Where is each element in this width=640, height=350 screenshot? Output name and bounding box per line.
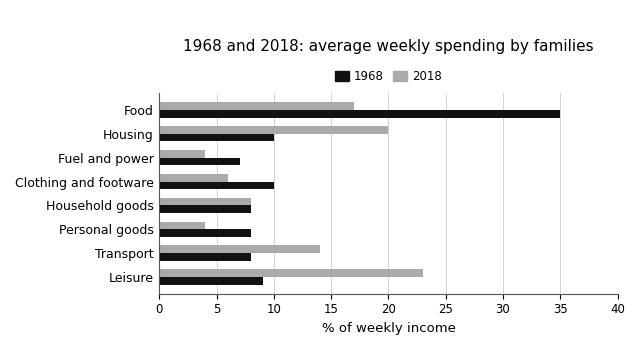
Bar	[159, 110, 560, 118]
Bar	[159, 245, 320, 253]
Bar	[159, 270, 423, 277]
Bar	[159, 205, 251, 213]
Bar	[159, 222, 205, 229]
Bar	[159, 134, 274, 141]
Bar	[159, 158, 239, 165]
Bar	[159, 126, 388, 134]
Title: 1968 and 2018: average weekly spending by families: 1968 and 2018: average weekly spending b…	[183, 40, 594, 55]
Bar	[159, 150, 205, 158]
Bar	[159, 253, 251, 261]
Bar	[159, 277, 262, 285]
Legend: 1968, 2018: 1968, 2018	[330, 65, 447, 88]
Bar	[159, 198, 251, 205]
Bar	[159, 174, 228, 182]
X-axis label: % of weekly income: % of weekly income	[321, 322, 456, 335]
Bar	[159, 229, 251, 237]
Bar	[159, 102, 354, 110]
Bar	[159, 182, 274, 189]
